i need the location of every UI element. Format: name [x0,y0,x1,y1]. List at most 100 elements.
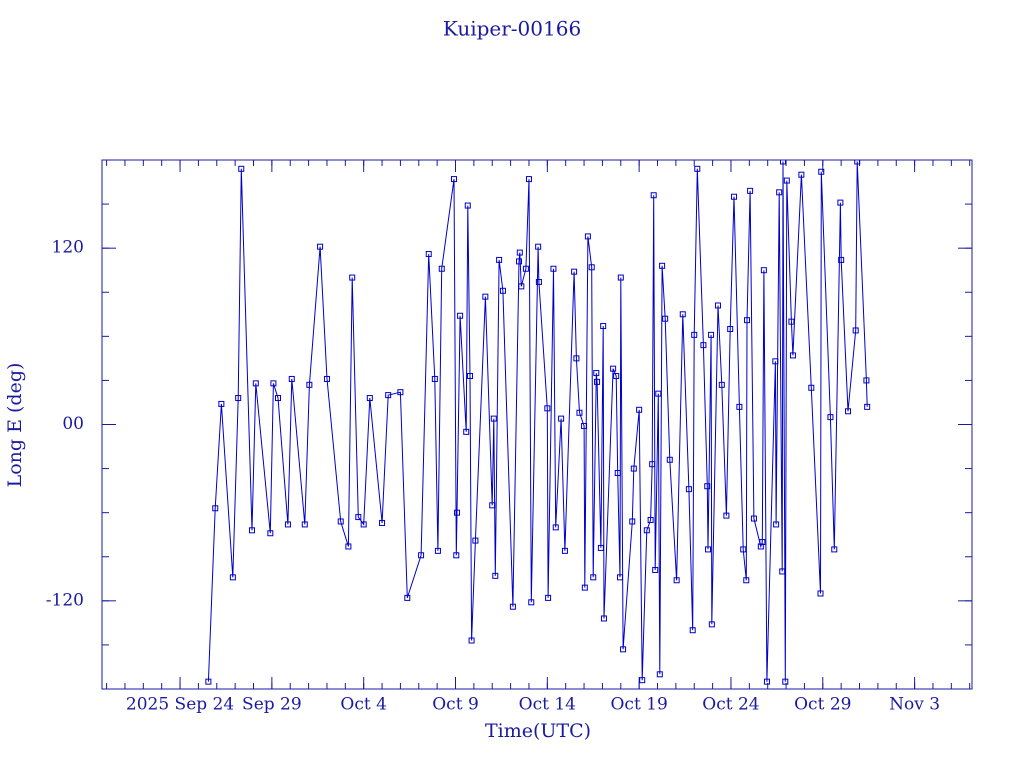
data-point [817,590,824,597]
data-point [655,390,662,397]
data-point [525,176,532,183]
plot-area [205,160,871,685]
data-point [639,677,646,684]
x-tick-label: 2025 Sep 24 [126,695,234,715]
data-point [509,603,516,610]
data-point [747,187,754,194]
data-point [798,171,805,178]
data-point [704,483,711,490]
data-point [691,331,698,338]
data-point [454,509,461,516]
y-tick-label: -120 [46,590,84,610]
data-point [779,568,786,575]
data-point [360,521,367,528]
data-point [522,265,529,272]
data-point [464,202,471,209]
data-point [614,469,621,476]
data-point [656,671,663,678]
data-point [516,249,523,256]
data-point [576,409,583,416]
data-point [590,574,597,581]
data-point [550,265,557,272]
data-point [647,517,654,524]
data-point [418,552,425,559]
data-point [218,400,225,407]
data-point [776,189,783,196]
data-point [831,546,838,553]
data-point [620,646,627,653]
data-point [649,461,656,468]
data-point [760,267,767,274]
data-point [581,584,588,591]
data-point [630,465,637,472]
data-point [863,377,870,384]
data-point [617,574,624,581]
data-point [349,274,356,281]
data-point [496,256,503,263]
data-point [808,384,815,391]
data-point [772,358,779,365]
data-point [581,422,588,429]
data-point [345,543,352,550]
data-point [593,370,600,377]
data-point [355,514,362,521]
data-point [457,312,464,319]
data-point [544,405,551,412]
x-tick-label: Sep 29 [242,695,302,715]
data-point [818,168,825,175]
y-tick-label: 120 [52,238,84,258]
x-axis-label: Time(UTC) [485,720,591,742]
data-point [727,325,734,332]
data-point [838,256,845,263]
data-point [558,415,565,422]
data-point [689,627,696,634]
data-point [535,278,542,285]
data-point [852,327,859,334]
data-point [516,258,523,265]
data-point [652,566,659,573]
data-point [267,530,274,537]
data-point [744,317,751,324]
data-point [705,546,712,553]
data-point [438,265,445,272]
data-point [666,456,673,463]
chart-title: Kuiper-00166 [443,17,581,41]
data-point [434,547,441,554]
data-point [535,243,542,250]
data-point [636,406,643,413]
data-point [750,515,757,522]
data-point [552,524,559,531]
data-point [492,572,499,579]
data-point [431,375,438,382]
data-point [306,381,313,388]
x-tick-label: Oct 19 [610,695,667,715]
data-point [659,262,666,269]
data-point [782,678,789,685]
data-point [708,621,715,628]
data-point [685,486,692,493]
data-point [679,311,686,318]
data-point [252,380,259,387]
data-point [482,293,489,300]
data-point [673,577,680,584]
x-tick-label: Oct 14 [519,695,576,715]
data-point [736,403,743,410]
data-point [337,518,344,525]
data-point [397,389,404,396]
data-point [425,251,432,258]
data-point [594,378,601,385]
data-point [827,414,834,421]
data-point [629,518,636,525]
data-point [404,594,411,601]
data-point [499,287,506,294]
data-point [613,373,620,380]
data-point [837,199,844,206]
data-point [600,615,607,622]
data-point [573,355,580,362]
data-point [783,177,790,184]
data-point [270,380,277,387]
data-point [650,192,657,199]
data-point [561,547,568,554]
data-point [584,233,591,240]
data-point [385,392,392,399]
